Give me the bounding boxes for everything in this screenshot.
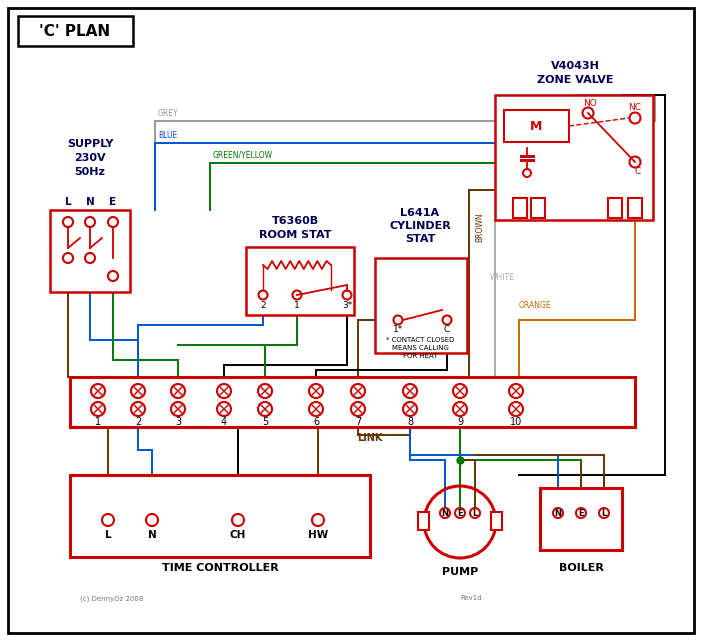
Bar — [50, 210, 130, 292]
Text: ORANGE: ORANGE — [519, 301, 552, 310]
Text: C: C — [444, 326, 450, 335]
Bar — [246, 247, 354, 315]
Text: PUMP: PUMP — [442, 567, 478, 577]
Text: (c) DennyOz 2008: (c) DennyOz 2008 — [80, 595, 143, 601]
Text: 'C' PLAN: 'C' PLAN — [39, 24, 110, 38]
Bar — [504, 110, 569, 142]
Text: 6: 6 — [313, 417, 319, 427]
Text: WHITE: WHITE — [490, 273, 515, 282]
Bar — [18, 16, 133, 46]
Text: HW: HW — [308, 530, 328, 540]
Text: * CONTACT CLOSED
MEANS CALLING
FOR HEAT: * CONTACT CLOSED MEANS CALLING FOR HEAT — [386, 338, 454, 358]
Text: CH: CH — [230, 530, 246, 540]
Text: 4: 4 — [221, 417, 227, 427]
Bar — [540, 488, 622, 550]
Text: NC: NC — [628, 103, 642, 112]
Text: 7: 7 — [355, 417, 361, 427]
Text: V4043H
ZONE VALVE: V4043H ZONE VALVE — [537, 62, 614, 85]
Text: M: M — [530, 119, 542, 133]
Bar — [375, 258, 467, 353]
Text: TIME CONTROLLER: TIME CONTROLLER — [161, 563, 279, 573]
Text: 8: 8 — [407, 417, 413, 427]
Text: NO: NO — [583, 99, 597, 108]
Text: C: C — [635, 167, 641, 176]
Bar — [491, 512, 502, 530]
Bar — [70, 475, 370, 557]
Text: 2: 2 — [135, 417, 141, 427]
Text: 3: 3 — [175, 417, 181, 427]
Bar — [628, 198, 642, 218]
Text: Rev1d: Rev1d — [460, 595, 482, 601]
Bar — [418, 512, 429, 530]
Text: N: N — [555, 508, 562, 517]
Text: N: N — [442, 508, 449, 517]
Text: BOILER: BOILER — [559, 563, 604, 573]
Text: L641A
CYLINDER
STAT: L641A CYLINDER STAT — [389, 208, 451, 244]
Text: GREY: GREY — [158, 109, 178, 118]
Text: BLUE: BLUE — [158, 131, 177, 140]
Text: N: N — [147, 530, 157, 540]
Text: 3*: 3* — [342, 301, 352, 310]
Text: LINK: LINK — [357, 433, 383, 443]
Text: GREEN/YELLOW: GREEN/YELLOW — [213, 151, 273, 160]
Text: T6360B
ROOM STAT: T6360B ROOM STAT — [259, 217, 331, 240]
Text: E: E — [110, 197, 117, 207]
Text: BROWN: BROWN — [475, 212, 484, 242]
Bar — [608, 198, 622, 218]
Text: L: L — [472, 508, 477, 517]
Text: E: E — [578, 508, 584, 517]
Text: 1: 1 — [95, 417, 101, 427]
Bar — [513, 198, 527, 218]
Bar — [70, 377, 635, 427]
Text: 9: 9 — [457, 417, 463, 427]
Text: 1: 1 — [294, 301, 300, 310]
Text: 2: 2 — [260, 301, 266, 310]
Text: 10: 10 — [510, 417, 522, 427]
Text: SUPPLY
230V
50Hz: SUPPLY 230V 50Hz — [67, 139, 113, 177]
Text: N: N — [86, 197, 94, 207]
Text: E: E — [457, 508, 463, 517]
Bar — [531, 198, 545, 218]
Text: 1*: 1* — [393, 326, 403, 335]
Text: L: L — [65, 197, 72, 207]
Text: 5: 5 — [262, 417, 268, 427]
Bar — [495, 95, 653, 220]
Text: L: L — [602, 508, 607, 517]
Text: L: L — [105, 530, 112, 540]
